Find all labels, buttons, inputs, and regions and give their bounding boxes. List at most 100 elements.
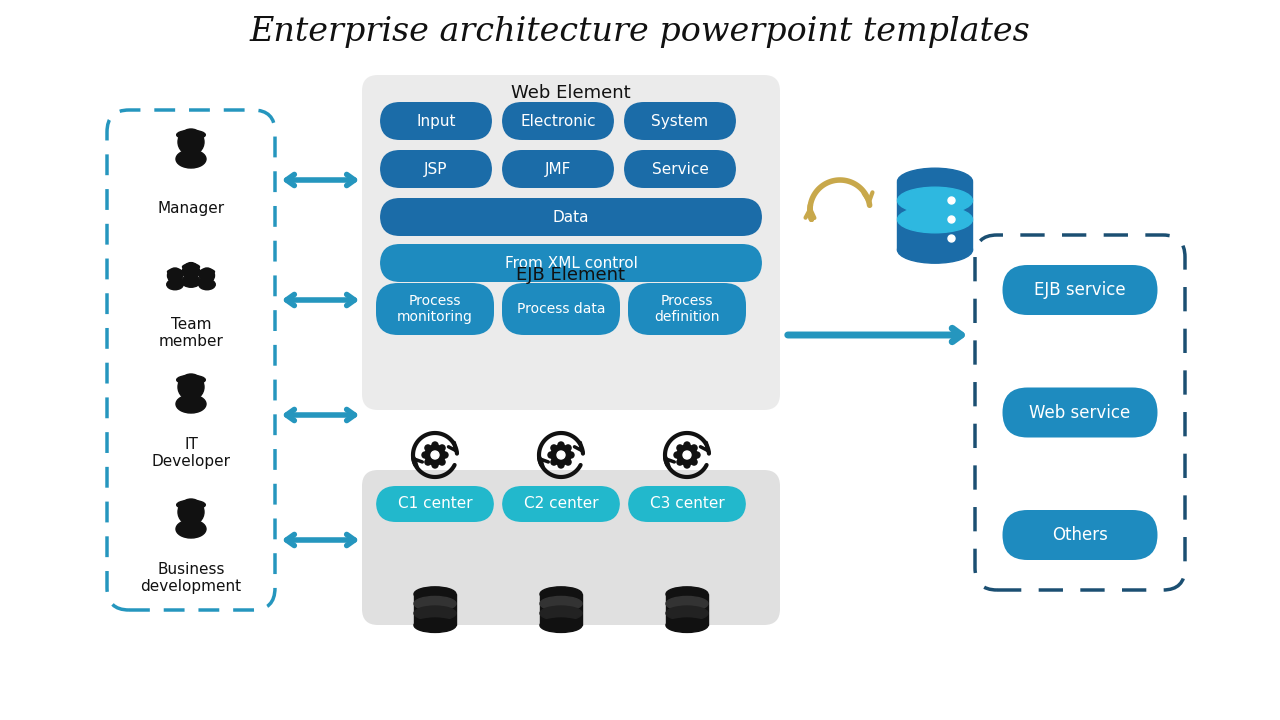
Ellipse shape [413, 618, 456, 632]
FancyBboxPatch shape [502, 486, 620, 522]
Text: EJB Element: EJB Element [517, 266, 626, 284]
Ellipse shape [666, 606, 708, 621]
Ellipse shape [897, 206, 973, 233]
Circle shape [439, 459, 445, 465]
Ellipse shape [897, 237, 973, 264]
Circle shape [691, 459, 698, 465]
Bar [540, 594, 582, 625]
Text: Manager: Manager [157, 200, 224, 215]
FancyBboxPatch shape [502, 150, 614, 188]
Circle shape [557, 451, 564, 459]
Circle shape [677, 459, 684, 465]
Circle shape [948, 197, 955, 204]
Text: JSP: JSP [424, 161, 448, 176]
Circle shape [948, 235, 955, 242]
Ellipse shape [168, 269, 183, 274]
Circle shape [425, 445, 431, 451]
Text: System: System [652, 114, 709, 128]
Circle shape [675, 452, 680, 458]
Circle shape [178, 499, 204, 525]
Ellipse shape [666, 587, 708, 601]
Text: Web service: Web service [1029, 403, 1130, 421]
Circle shape [677, 445, 684, 451]
Circle shape [178, 374, 204, 400]
Ellipse shape [177, 150, 206, 168]
Circle shape [183, 263, 200, 279]
Circle shape [548, 452, 554, 458]
Ellipse shape [413, 606, 456, 621]
Bar [897, 181, 973, 250]
Circle shape [550, 445, 571, 465]
Text: Service: Service [652, 161, 708, 176]
Text: Others: Others [1052, 526, 1108, 544]
Ellipse shape [666, 618, 708, 632]
Circle shape [568, 452, 573, 458]
Circle shape [168, 268, 183, 283]
Ellipse shape [177, 375, 205, 384]
FancyBboxPatch shape [628, 486, 746, 522]
Circle shape [691, 445, 698, 451]
FancyBboxPatch shape [1002, 265, 1157, 315]
Text: Process
definition: Process definition [654, 294, 719, 324]
Ellipse shape [182, 275, 201, 287]
Ellipse shape [897, 168, 973, 195]
FancyBboxPatch shape [623, 102, 736, 140]
Ellipse shape [540, 618, 582, 632]
Circle shape [564, 459, 571, 465]
FancyBboxPatch shape [362, 470, 780, 625]
Ellipse shape [177, 130, 205, 140]
Ellipse shape [413, 587, 456, 601]
Text: Team
member: Team member [159, 317, 224, 349]
FancyBboxPatch shape [1002, 510, 1157, 560]
Text: Business
development: Business development [141, 562, 242, 594]
Ellipse shape [666, 596, 708, 611]
FancyBboxPatch shape [380, 150, 492, 188]
Circle shape [433, 442, 438, 448]
FancyBboxPatch shape [502, 102, 614, 140]
Text: IT
Developer: IT Developer [151, 437, 230, 469]
Circle shape [439, 445, 445, 451]
Text: Input: Input [416, 114, 456, 128]
Ellipse shape [540, 587, 582, 601]
Circle shape [684, 451, 691, 459]
Circle shape [694, 452, 700, 458]
Ellipse shape [540, 606, 582, 621]
Circle shape [677, 445, 698, 465]
Circle shape [948, 216, 955, 223]
FancyBboxPatch shape [623, 150, 736, 188]
Text: C2 center: C2 center [524, 497, 598, 511]
Circle shape [422, 452, 428, 458]
FancyBboxPatch shape [628, 283, 746, 335]
FancyBboxPatch shape [380, 198, 762, 236]
Circle shape [558, 442, 564, 448]
Text: Web Element: Web Element [511, 84, 631, 102]
FancyBboxPatch shape [362, 255, 780, 410]
FancyBboxPatch shape [376, 283, 494, 335]
Ellipse shape [897, 187, 973, 214]
Circle shape [684, 462, 690, 468]
Ellipse shape [166, 279, 183, 289]
Ellipse shape [200, 269, 215, 274]
Text: JMF: JMF [545, 161, 571, 176]
Text: Electronic: Electronic [520, 114, 595, 128]
Circle shape [431, 451, 439, 459]
Circle shape [425, 459, 431, 465]
Circle shape [550, 445, 557, 451]
Circle shape [558, 462, 564, 468]
Bar [666, 594, 708, 625]
Circle shape [425, 445, 445, 465]
FancyBboxPatch shape [362, 75, 780, 330]
Text: Data: Data [553, 210, 589, 225]
FancyBboxPatch shape [380, 102, 492, 140]
Circle shape [442, 452, 448, 458]
Circle shape [550, 459, 557, 465]
Circle shape [200, 268, 215, 283]
Bar [413, 594, 456, 625]
Ellipse shape [413, 596, 456, 611]
Ellipse shape [177, 520, 206, 538]
FancyBboxPatch shape [376, 486, 494, 522]
FancyBboxPatch shape [380, 244, 762, 282]
Text: Process data: Process data [517, 302, 605, 316]
Text: C1 center: C1 center [398, 497, 472, 511]
Text: Process
monitoring: Process monitoring [397, 294, 472, 324]
